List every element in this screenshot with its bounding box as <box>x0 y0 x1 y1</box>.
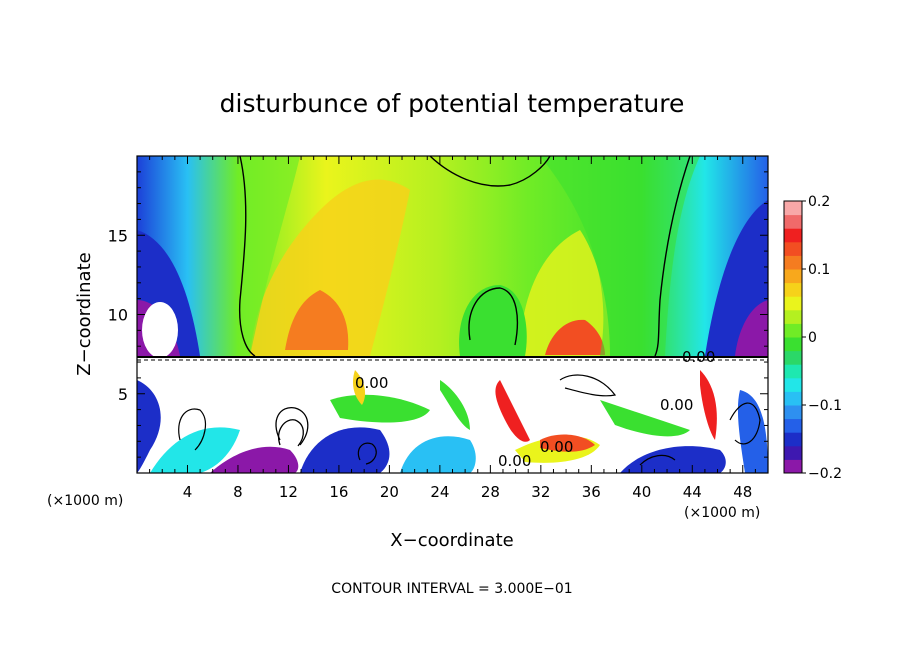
contour-label: 0.00 <box>660 396 693 414</box>
x-tick-label: 16 <box>329 483 348 501</box>
x-tick-label: 4 <box>183 483 193 501</box>
x-tick-label: 28 <box>481 483 500 501</box>
colorbar-swatch <box>784 309 802 324</box>
turbulence-red-1 <box>495 380 530 442</box>
turbulence-blue-4 <box>737 390 768 473</box>
colorbar-swatch <box>784 350 802 365</box>
turbulence-yellow-2 <box>352 370 366 405</box>
turbulence-red-3 <box>700 370 717 440</box>
colorbar-tick-label: −0.2 <box>808 466 842 482</box>
colorbar-swatch <box>784 228 802 243</box>
colorbar-swatch <box>784 201 802 216</box>
colorbar-swatch <box>784 214 802 229</box>
colorbar-tick-label: 0.2 <box>808 194 830 210</box>
contour-label: 0.00 <box>355 374 388 392</box>
contour-eddy-3 <box>178 408 207 451</box>
warm-band-left <box>250 179 410 356</box>
colorbar-swatch <box>784 445 802 460</box>
colorbar-swatch <box>784 432 802 447</box>
x-axis-label: X−coordinate <box>390 530 513 551</box>
contour-labels: 0.00 0.00 0.00 0.00 0.00 <box>355 348 715 470</box>
y-axis-ticks: 5 10 15 <box>108 171 768 458</box>
contour-eddy-2 <box>278 419 304 447</box>
turbulence-cyan-1 <box>150 427 240 473</box>
turbulence-green-2 <box>600 400 690 437</box>
x-tick-label: 44 <box>683 483 702 501</box>
y-axis-label: Z−coordinate <box>74 252 95 375</box>
x-tick-label: 12 <box>279 483 298 501</box>
turbulence-green-1 <box>330 394 430 423</box>
contour-eddy-6 <box>357 442 377 465</box>
contour-eddy-1 <box>275 407 309 446</box>
x-tick-label: 48 <box>733 483 752 501</box>
z-unit-label: (×1000 m) <box>47 493 123 509</box>
x-tick-label: 36 <box>582 483 601 501</box>
turbulence-blue-2 <box>300 427 390 473</box>
green-top-left <box>240 156 300 356</box>
contour-eddy-4 <box>559 374 617 397</box>
contour-label: 0.00 <box>682 348 715 366</box>
y-tick-label: 5 <box>118 385 128 404</box>
colorbar-swatch <box>784 391 802 406</box>
colorbar-swatch <box>784 282 802 297</box>
x-axis-ticks: 4 8 12 16 20 24 28 32 36 40 44 48 <box>149 156 756 501</box>
warm-core-right <box>545 319 605 355</box>
plot-area <box>137 156 768 473</box>
colorbar-swatch <box>784 269 802 284</box>
contour-interval-note: CONTOUR INTERVAL = 3.000E−01 <box>331 581 572 597</box>
colorbar-swatch <box>784 296 802 311</box>
x-tick-label: 40 <box>632 483 651 501</box>
warm-core-left <box>285 290 349 350</box>
turbulence-purple-1 <box>210 446 299 473</box>
turbulence-cyan-2 <box>400 436 476 473</box>
y-tick-label: 10 <box>108 306 128 325</box>
colorbar-swatch <box>784 337 802 352</box>
contour-eddy-7 <box>639 454 676 466</box>
white-blob-left <box>142 302 178 358</box>
colorbar-tick-label: −0.1 <box>808 398 842 414</box>
contour-eddy-5 <box>729 402 761 445</box>
x-tick-label: 24 <box>430 483 449 501</box>
turbulence-green-3 <box>440 380 470 430</box>
colorbar-swatch <box>784 323 802 338</box>
x-unit-label: (×1000 m) <box>684 505 760 521</box>
colorbar-swatch <box>784 418 802 433</box>
colorbar-swatch <box>784 377 802 392</box>
colorbar-swatch <box>784 241 802 256</box>
colorbar-tick-label: 0.1 <box>808 262 830 278</box>
x-tick-label: 8 <box>233 483 243 501</box>
turbulence-blue-1 <box>137 380 161 473</box>
contour-zero-left <box>238 156 256 357</box>
chart-title: disturbunce of potential temperature <box>220 89 685 118</box>
y-tick-label: 15 <box>108 226 128 245</box>
colorbar-ticks: 0.2 0.1 0 −0.1 −0.2 <box>802 194 842 482</box>
x-tick-label: 20 <box>380 483 399 501</box>
colorbar-tick-label: 0 <box>808 330 817 346</box>
contour-dome <box>468 287 519 346</box>
cold-center-right <box>735 300 768 356</box>
colorbar-swatch <box>784 364 802 379</box>
colorbar-swatch <box>784 459 802 474</box>
turbulence-red-2 <box>540 434 595 452</box>
colorbar <box>784 201 802 474</box>
contour-zero-top <box>429 156 551 187</box>
contour-label: 0.00 <box>498 452 531 470</box>
contour-zero-right <box>654 156 691 357</box>
turbulence-blue-3 <box>620 446 726 473</box>
contour-label: 0.00 <box>540 438 573 456</box>
x-tick-label: 32 <box>531 483 550 501</box>
colorbar-swatch <box>784 405 802 420</box>
colorbar-swatch <box>784 255 802 270</box>
